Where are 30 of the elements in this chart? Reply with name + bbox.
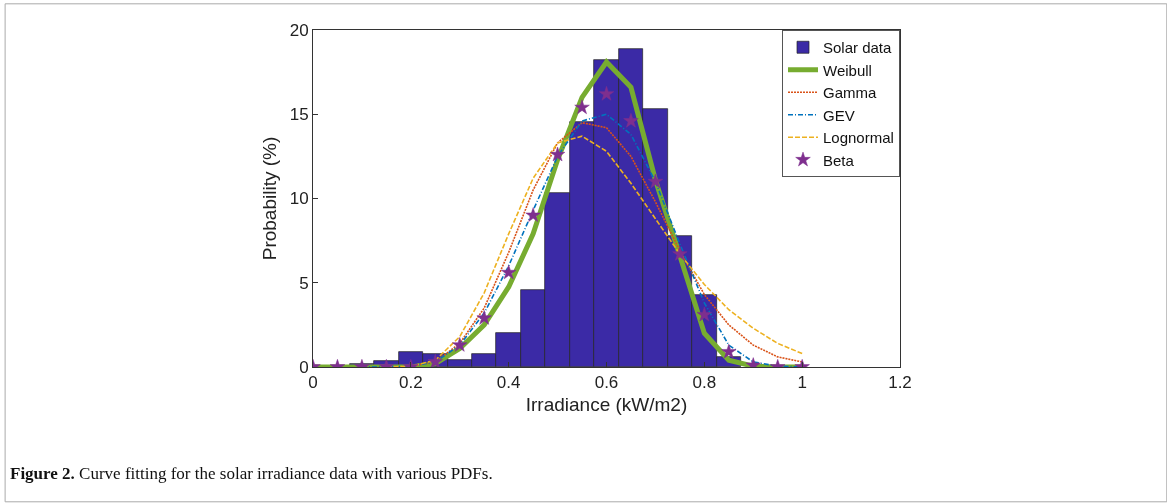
legend-label: Solar data [823, 39, 893, 57]
y-tick-label: 10 [289, 189, 309, 209]
x-tick-label: 0.8 [692, 373, 717, 393]
point [598, 86, 615, 101]
legend-label: Lognormal [823, 129, 894, 147]
point [550, 146, 566, 162]
point [525, 207, 541, 222]
y-axis-title: Probability (%) [258, 136, 280, 261]
caption: Figure 2. Curve fitting for the solar irradiance data with various PDFs. [10, 464, 493, 483]
y-tick-label: 20 [289, 20, 309, 40]
point [672, 246, 688, 261]
legend-label: GEV [823, 106, 855, 124]
y-tick-label: 0 [299, 357, 309, 377]
point [647, 173, 663, 189]
legend-label: Weibull [823, 61, 872, 79]
legend-label: Gamma [823, 84, 877, 102]
y-tick-label: 15 [289, 105, 309, 125]
x-tick-label: 1.2 [888, 373, 912, 393]
point [623, 113, 639, 128]
point [427, 354, 443, 367]
y-tick-label: 5 [299, 273, 309, 293]
x-tick-label: 0.2 [399, 373, 423, 393]
x-tick-label: 0.6 [594, 373, 619, 393]
point [574, 99, 590, 114]
legend-label: Beta [823, 151, 855, 169]
x-tick-label: 1 [797, 373, 807, 393]
point [501, 264, 517, 280]
x-axis-title: Irradiance (kW/m2) [525, 394, 688, 416]
point [696, 306, 712, 322]
x-tick-label: 0.4 [496, 373, 521, 393]
